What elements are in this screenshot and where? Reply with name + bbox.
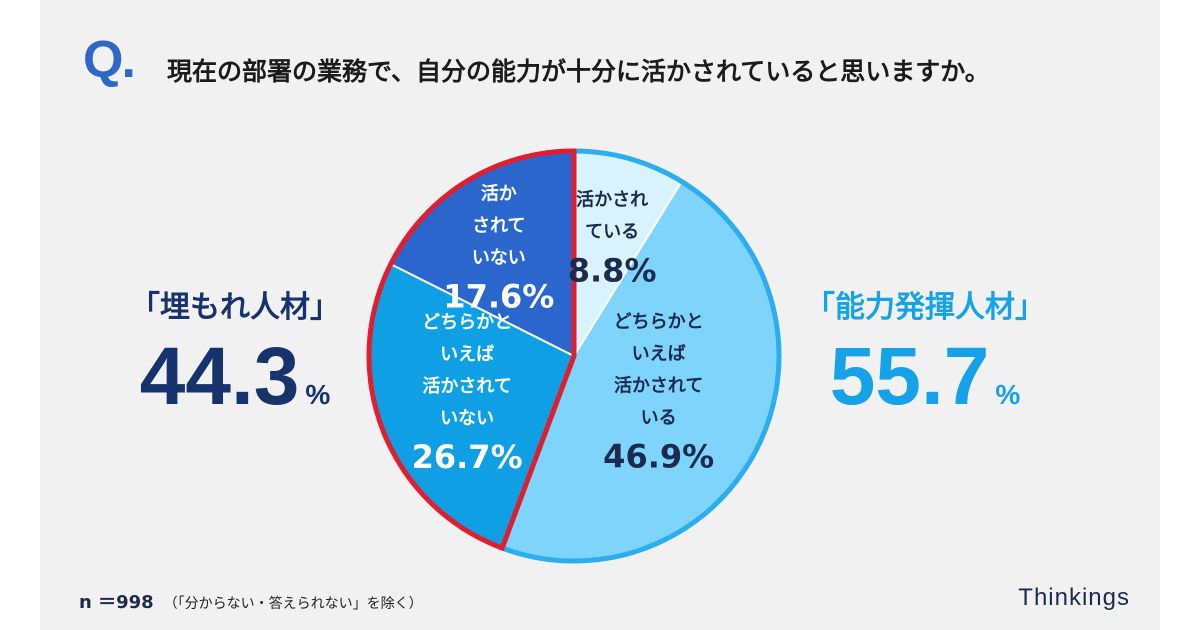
slice-category-text: どちらかと	[422, 312, 512, 333]
slice-category-text: いない	[440, 408, 494, 429]
buried-group-outline	[366, 148, 577, 552]
slice-category-text: どちらかと	[614, 311, 704, 332]
buried-talent-unit: %	[305, 379, 331, 410]
slice-percent-text: 8.8%	[568, 251, 657, 289]
sample-size-note: （「分からない・答えられない」を除く）	[163, 596, 423, 612]
sample-size: n ＝998 （「分からない・答えられない」を除く）	[79, 588, 423, 614]
buried-talent-group: 「埋もれ人材」 44.3%	[120, 282, 350, 418]
buried-talent-label: 「埋もれ人材」	[130, 290, 340, 325]
performing-talent-unit: %	[995, 379, 1021, 410]
slice-percent-text: 17.6%	[443, 278, 554, 316]
buried-talent-value: 44.3	[139, 331, 300, 422]
buried-talent-percent: 44.3%	[120, 336, 350, 418]
question-mark: Q.	[83, 31, 136, 89]
pie-slices	[368, 149, 780, 562]
slice-category-text: 活かされ	[576, 188, 648, 210]
slice-category-text: ている	[585, 221, 639, 242]
slice-category-text: いえば	[440, 344, 494, 365]
slice-category-text: 活かされて	[614, 374, 703, 396]
slice-category-text: 活か	[481, 183, 517, 205]
slice-category-text: いえば	[632, 343, 686, 364]
sample-size-value: n ＝998	[79, 592, 154, 613]
performing-group-outline	[498, 148, 782, 564]
brand-logo: Thinkings	[1018, 584, 1130, 611]
pie-labels: 活かされている8.8%どちらかといえば活かされている46.9%どちらかといえば活…	[412, 183, 715, 476]
slice-percent-text: 26.7%	[412, 438, 523, 476]
slice-category-text: いる	[641, 407, 677, 428]
performing-talent-percent: 55.7%	[790, 336, 1060, 418]
slice-label: 活かされている 8.8%	[568, 188, 657, 289]
performing-talent-value: 55.7	[829, 331, 990, 422]
question-text: 現在の部署の業務で、自分の能力が十分に活かされていると思いますか。	[167, 57, 990, 86]
slice-percent-text: 46.9%	[603, 437, 714, 475]
slice-category-text: されて	[472, 216, 525, 237]
slice-category-text: 活かされて	[422, 375, 511, 397]
slice-category-text: いない	[472, 248, 526, 269]
performing-talent-group: 「能力発揮人材」 55.7%	[790, 282, 1060, 418]
performing-talent-label: 「能力発揮人材」	[805, 290, 1045, 325]
